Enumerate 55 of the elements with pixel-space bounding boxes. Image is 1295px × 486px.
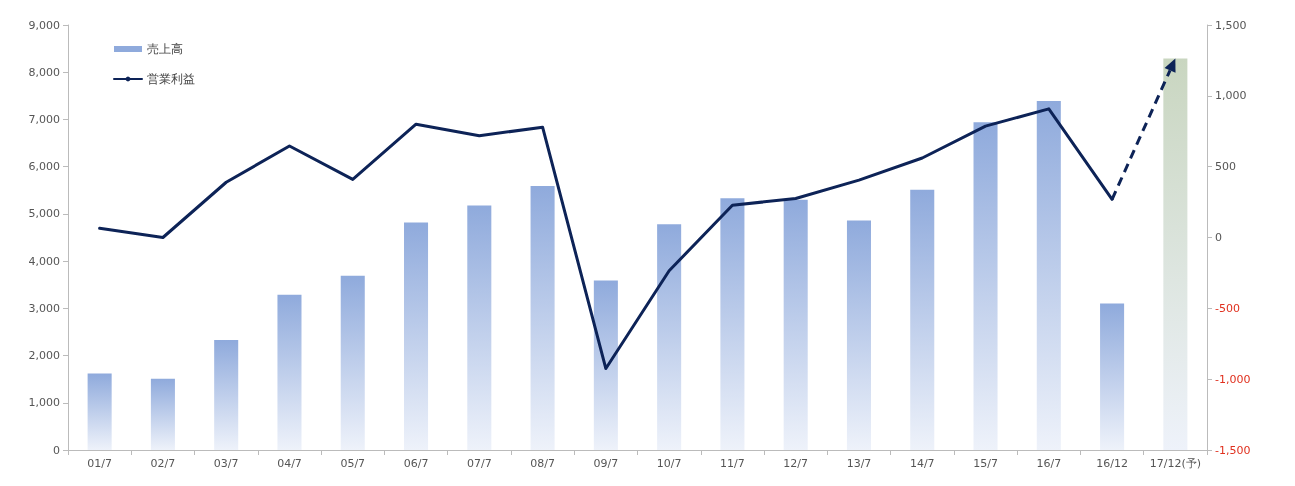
y-tick-label: 7,000 bbox=[28, 112, 60, 126]
bar bbox=[530, 186, 555, 450]
x-tick-label: 10/7 bbox=[656, 457, 682, 470]
bar bbox=[467, 205, 492, 450]
y-tick-label: 6,000 bbox=[28, 160, 60, 174]
y-tick-label: 1,000 bbox=[28, 396, 60, 410]
bar bbox=[657, 224, 682, 450]
bar bbox=[720, 198, 745, 450]
x-tick-label: 07/7 bbox=[466, 457, 492, 470]
bar bbox=[214, 339, 239, 450]
bar bbox=[1036, 101, 1061, 450]
bar bbox=[404, 222, 429, 450]
y2-tick-label: -1,000 bbox=[1215, 372, 1251, 386]
x-tick-label: 11/7 bbox=[720, 457, 745, 470]
x-tick-label: 06/7 bbox=[403, 457, 429, 470]
bar bbox=[593, 280, 618, 450]
x-tick-label: 02/7 bbox=[150, 457, 176, 470]
x-tick-label: 03/7 bbox=[213, 457, 239, 470]
bar bbox=[87, 373, 112, 450]
y-tick-label: 4,000 bbox=[28, 254, 60, 268]
x-tick-label: 17/12(予) bbox=[1149, 457, 1202, 470]
legend-label: 営業利益 bbox=[147, 72, 195, 86]
x-tick-label: 16/12 bbox=[1096, 457, 1128, 470]
bar bbox=[910, 189, 935, 450]
y-tick-label: 5,000 bbox=[28, 207, 60, 221]
x-tick-label: 09/7 bbox=[593, 457, 619, 470]
y-tick-label: 9,000 bbox=[28, 18, 60, 32]
bar bbox=[340, 275, 365, 450]
bar bbox=[1163, 58, 1188, 450]
bar bbox=[277, 294, 302, 450]
x-tick-label: 05/7 bbox=[340, 457, 366, 470]
y2-tick-label: -500 bbox=[1215, 301, 1240, 315]
y-tick-label: 0 bbox=[53, 443, 60, 457]
y2-tick-label: 500 bbox=[1215, 160, 1236, 174]
x-tick-label: 14/7 bbox=[909, 457, 935, 470]
legend-label: 売上高 bbox=[147, 42, 183, 56]
y2-tick-label: 1,000 bbox=[1215, 89, 1247, 103]
x-tick-label: 15/7 bbox=[973, 457, 998, 470]
x-tick-label: 12/7 bbox=[783, 457, 809, 470]
y2-tick-label: 1,500 bbox=[1215, 18, 1247, 32]
y-tick-label: 2,000 bbox=[28, 349, 60, 363]
y-tick-label: 8,000 bbox=[28, 65, 60, 79]
bar bbox=[846, 220, 871, 450]
bar bbox=[973, 122, 998, 450]
x-tick-label: 01/7 bbox=[87, 457, 112, 470]
bar bbox=[1100, 303, 1125, 450]
bar bbox=[783, 199, 808, 450]
bar bbox=[150, 378, 175, 450]
x-tick-label: 04/7 bbox=[277, 457, 302, 470]
y2-tick-label: 0 bbox=[1215, 231, 1222, 244]
x-tick-label: 13/7 bbox=[846, 457, 872, 470]
x-tick-label: 16/7 bbox=[1036, 457, 1062, 470]
y2-tick-label: -1,500 bbox=[1215, 443, 1251, 457]
y-tick-label: 3,000 bbox=[28, 301, 60, 315]
x-tick-label: 08/7 bbox=[530, 457, 555, 470]
